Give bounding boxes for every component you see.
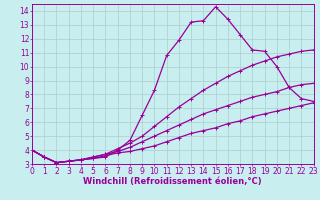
- X-axis label: Windchill (Refroidissement éolien,°C): Windchill (Refroidissement éolien,°C): [84, 177, 262, 186]
